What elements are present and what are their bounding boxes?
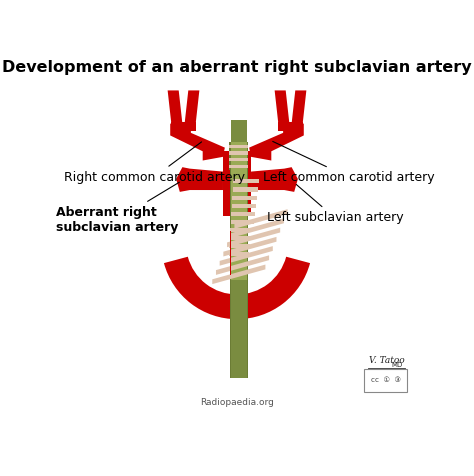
Text: V. Tatoo: V. Tatoo xyxy=(369,357,404,365)
Polygon shape xyxy=(168,90,182,124)
Text: MD: MD xyxy=(392,362,403,368)
Polygon shape xyxy=(231,220,254,224)
Polygon shape xyxy=(229,158,248,161)
Polygon shape xyxy=(278,122,303,131)
Polygon shape xyxy=(171,122,196,131)
Polygon shape xyxy=(231,212,255,216)
Polygon shape xyxy=(235,209,288,229)
Polygon shape xyxy=(170,124,225,160)
Polygon shape xyxy=(229,244,250,248)
Polygon shape xyxy=(231,142,247,170)
Wedge shape xyxy=(164,257,310,319)
Polygon shape xyxy=(223,237,276,257)
Polygon shape xyxy=(231,218,284,238)
Polygon shape xyxy=(216,255,269,275)
Polygon shape xyxy=(176,167,223,192)
Polygon shape xyxy=(184,90,200,124)
Text: Development of an aberrant right subclavian artery: Development of an aberrant right subclav… xyxy=(2,60,472,75)
Polygon shape xyxy=(230,280,248,378)
Text: Aberrant right
subclavian artery: Aberrant right subclavian artery xyxy=(56,182,179,234)
Polygon shape xyxy=(229,151,248,155)
Polygon shape xyxy=(231,120,247,378)
Polygon shape xyxy=(249,124,304,160)
Polygon shape xyxy=(274,90,290,124)
Text: Left subclavian artery: Left subclavian artery xyxy=(266,185,403,224)
Polygon shape xyxy=(230,228,253,232)
Polygon shape xyxy=(231,280,247,378)
Polygon shape xyxy=(292,90,306,124)
Text: Radiopaedia.org: Radiopaedia.org xyxy=(200,397,274,407)
Polygon shape xyxy=(223,151,251,216)
Text: Left common carotid artery: Left common carotid artery xyxy=(263,141,435,184)
Polygon shape xyxy=(212,265,265,284)
FancyBboxPatch shape xyxy=(364,369,408,392)
Polygon shape xyxy=(229,165,248,168)
Polygon shape xyxy=(229,142,248,170)
Polygon shape xyxy=(234,179,259,183)
Polygon shape xyxy=(228,252,249,257)
Polygon shape xyxy=(227,228,280,247)
Polygon shape xyxy=(219,246,273,266)
Polygon shape xyxy=(233,188,258,191)
Polygon shape xyxy=(231,170,247,286)
Polygon shape xyxy=(232,204,256,208)
Polygon shape xyxy=(230,170,248,286)
Polygon shape xyxy=(232,196,257,199)
Polygon shape xyxy=(229,145,248,148)
Polygon shape xyxy=(251,167,298,192)
Polygon shape xyxy=(223,171,251,212)
Text: cc  ①  ③: cc ① ③ xyxy=(371,377,401,383)
Text: Right common carotid artery: Right common carotid artery xyxy=(64,142,245,184)
Polygon shape xyxy=(229,236,251,240)
